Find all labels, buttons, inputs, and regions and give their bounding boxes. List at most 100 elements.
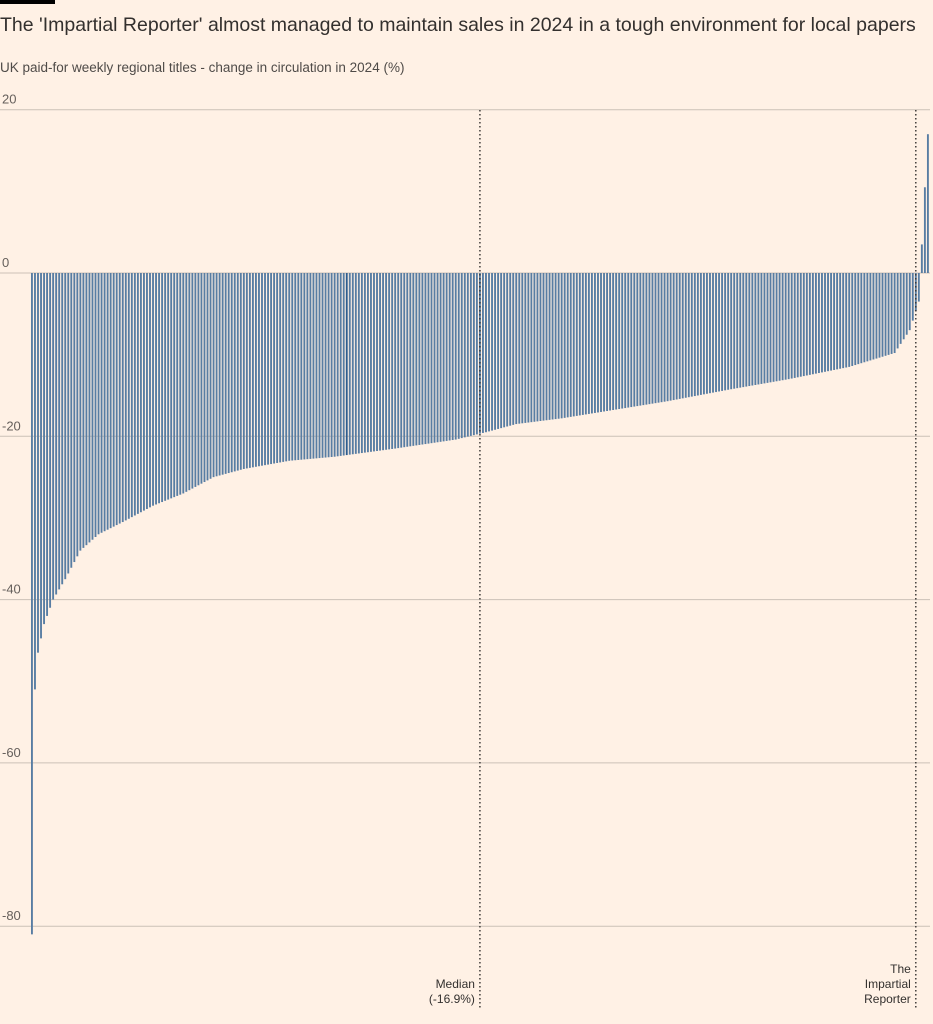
bar [267, 273, 269, 465]
y-tick-label: -60 [2, 745, 21, 760]
brand-bar [0, 0, 55, 4]
bar [654, 273, 657, 404]
bar [911, 273, 914, 321]
bar [851, 273, 854, 366]
bar [727, 273, 730, 390]
bar [215, 273, 218, 477]
bar [545, 273, 548, 421]
bar [521, 273, 524, 424]
bar [124, 273, 127, 521]
bar [482, 273, 484, 433]
bar [321, 273, 324, 458]
bar [155, 273, 157, 505]
bar [388, 273, 391, 450]
bar [52, 273, 55, 600]
bar [548, 273, 551, 420]
bar [418, 273, 421, 445]
bar [318, 273, 321, 459]
bar [775, 273, 778, 382]
bar [660, 273, 663, 403]
bar [666, 273, 669, 402]
bar [563, 273, 566, 418]
bar [869, 273, 872, 361]
bar [276, 273, 279, 463]
bar [242, 273, 245, 469]
bar [43, 273, 45, 625]
bar [693, 273, 696, 397]
bar [136, 273, 139, 514]
bar [712, 273, 714, 393]
bar [149, 273, 151, 508]
bar [760, 273, 763, 384]
bar [748, 273, 751, 387]
bar [373, 273, 375, 452]
bar [730, 273, 733, 390]
bar [875, 273, 878, 359]
bar [884, 273, 887, 356]
bar [445, 273, 448, 441]
bar [848, 273, 851, 367]
bar [905, 273, 908, 335]
bar [781, 273, 784, 381]
bar [300, 273, 303, 460]
bar [460, 273, 463, 439]
bar [572, 273, 575, 417]
bar [881, 273, 884, 357]
bar [536, 273, 539, 422]
bar [497, 273, 500, 429]
bar [587, 273, 590, 414]
bar [475, 273, 478, 435]
bar [878, 273, 881, 358]
bar [457, 273, 460, 439]
bar [478, 273, 481, 434]
bar [745, 273, 748, 387]
bar [633, 273, 636, 407]
impartial-reporter-label: Reporter [864, 992, 911, 1006]
bar [58, 273, 61, 590]
bar [55, 273, 58, 595]
bar [827, 273, 829, 372]
bar [687, 273, 690, 398]
bar [254, 273, 257, 467]
bar [218, 273, 221, 476]
bar [766, 273, 769, 383]
bar [152, 273, 154, 506]
bar [170, 273, 173, 499]
bar [808, 273, 811, 375]
bar [706, 273, 708, 394]
bar [615, 273, 618, 410]
bar [76, 273, 79, 557]
bar [167, 273, 170, 500]
bar [261, 273, 263, 466]
bar [31, 273, 33, 935]
y-tick-label: -20 [2, 418, 21, 433]
bar [842, 273, 845, 369]
bar [503, 273, 506, 428]
bar [784, 273, 787, 380]
bar [802, 273, 805, 377]
bar [606, 273, 608, 411]
bar [176, 273, 179, 496]
bar [566, 273, 569, 418]
bar [239, 273, 242, 470]
bar [920, 244, 923, 273]
bar [130, 273, 133, 518]
bar [197, 273, 200, 486]
bar [923, 187, 926, 273]
bar [112, 273, 115, 527]
bar [569, 273, 572, 417]
bar [684, 273, 687, 398]
bar [212, 273, 215, 478]
bar [403, 273, 406, 448]
bar [757, 273, 760, 385]
bar [554, 273, 557, 420]
bar [433, 273, 436, 443]
bar [494, 273, 496, 430]
bar [146, 273, 148, 509]
bar [533, 273, 536, 422]
bar [642, 273, 645, 406]
bar [94, 273, 97, 537]
bar [754, 273, 757, 385]
bar [830, 273, 832, 371]
bar [415, 273, 418, 446]
